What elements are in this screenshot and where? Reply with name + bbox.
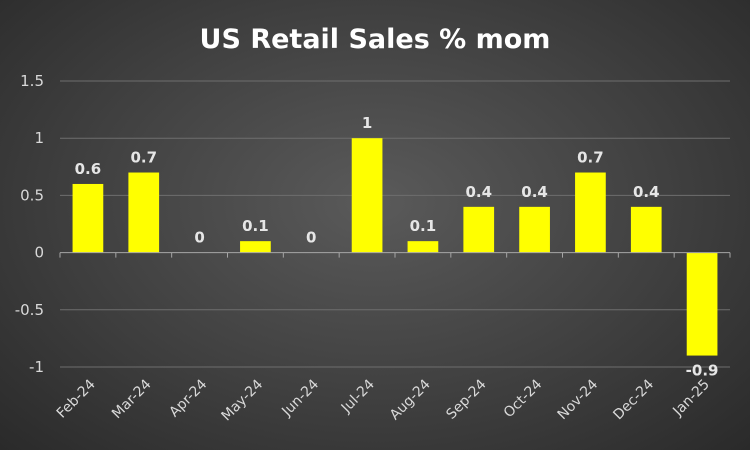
data-label: 0.1 (410, 217, 437, 235)
bar-jul-24 (351, 138, 383, 253)
data-label: 1 (362, 114, 372, 132)
bar-mar-24 (128, 172, 160, 253)
y-tick-label: -0.5 (15, 301, 44, 319)
y-axis: 1.5 1 0.5 0 -0.5 -1 (15, 72, 44, 376)
x-tick-label: Jun-24 (278, 376, 322, 420)
chart-title: US Retail Sales % mom (200, 24, 551, 55)
bar-dec-24 (630, 206, 662, 253)
data-label: 0.6 (75, 160, 102, 178)
y-tick-label: 0 (34, 244, 44, 262)
bar-aug-24 (407, 241, 439, 253)
data-label: 0.1 (242, 217, 269, 235)
bar-sep-24 (463, 206, 495, 253)
x-tick-label: Aug-24 (387, 376, 434, 423)
data-label: 0.4 (465, 183, 492, 201)
x-tick-label: Apr-24 (166, 376, 210, 420)
bars (72, 138, 718, 356)
y-tick-label: 1 (34, 129, 44, 147)
data-label: 0 (306, 229, 316, 247)
data-label: 0.7 (577, 149, 604, 167)
data-labels: 0.6 0.7 0 0.1 0 1 0.1 0.4 0.4 0.7 0.4 -0.9 (75, 114, 719, 379)
x-tick-label: Nov-24 (555, 376, 602, 423)
data-label: 0.4 (633, 183, 660, 201)
y-tick-label: -1 (29, 358, 44, 376)
bar-oct-24 (519, 206, 550, 253)
y-tick-label: 1.5 (20, 72, 44, 90)
gridlines (60, 80, 730, 368)
data-label: -0.9 (686, 362, 719, 380)
x-tick-label: Jul-24 (338, 376, 378, 416)
bar-jan-25 (686, 252, 718, 356)
data-label: 0.7 (130, 149, 157, 167)
y-tick-label: 0.5 (20, 186, 44, 204)
x-tick-label: May-24 (218, 376, 266, 424)
x-axis: Feb-24 Mar-24 Apr-24 May-24 Jun-24 Jul-24 Aug-… (54, 252, 731, 424)
data-label: 0.4 (521, 183, 548, 201)
x-tick-label: Dec-24 (610, 376, 657, 423)
data-label: 0 (194, 229, 204, 247)
x-tick-label: Feb-24 (54, 376, 99, 421)
bar-may-24 (240, 241, 271, 253)
x-tick-label: Jan-25 (669, 377, 712, 420)
bar-feb-24 (72, 183, 104, 253)
bar-nov-24 (575, 172, 606, 253)
x-tick-label: Oct-24 (501, 376, 546, 421)
x-tick-label: Sep-24 (443, 376, 489, 422)
x-tick-label: Mar-24 (109, 376, 155, 422)
